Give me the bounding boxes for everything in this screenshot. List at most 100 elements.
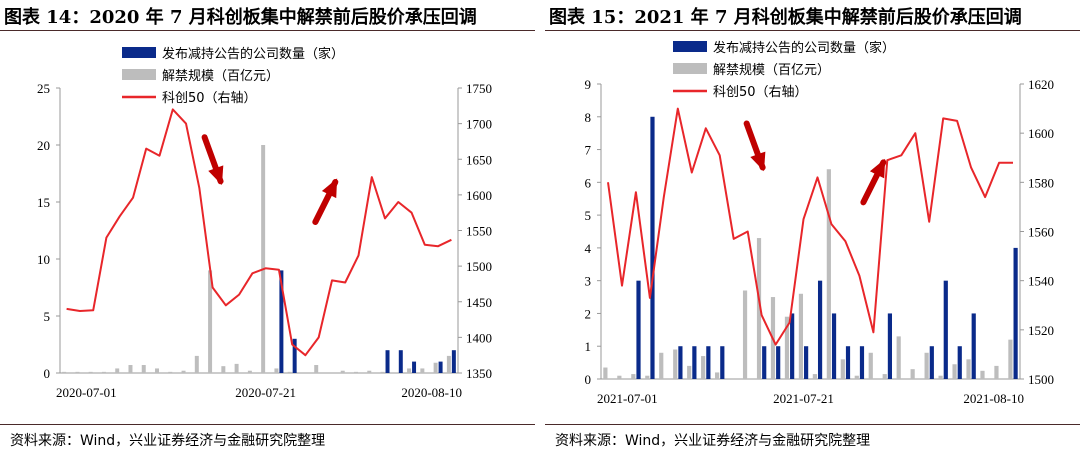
y-tick-label: 7 [585, 143, 592, 158]
chart-title: 图表 14：2020 年 7 月科创板集中解禁前后股价承压回调 [4, 7, 477, 28]
y-tick-label: 6 [585, 175, 592, 190]
arrow-head [750, 151, 766, 172]
announce-bar [887, 313, 893, 379]
unlock-bar [631, 374, 636, 379]
title-bar: 图表 14：2020 年 7 月科创板集中解禁前后股价承压回调 [0, 0, 535, 31]
legend-swatch [122, 69, 156, 80]
unlock-bar [854, 375, 859, 379]
y-tick-label: 2 [585, 306, 592, 321]
unlock-bar [128, 365, 133, 373]
unlock-bar [101, 371, 106, 373]
unlock-bar [784, 316, 790, 379]
unlock-bar [1008, 339, 1013, 379]
y-tick-label: 8 [585, 110, 592, 125]
unlock-bar [673, 349, 678, 379]
chart-plot: 0 5 10 15 20 25 1350 1400 1450 1500 1550 1600 1650 17… [37, 46, 492, 400]
footer-bar: 资料来源：Wind，兴业证券经济与金融研究院整理 [545, 424, 1080, 454]
y2-tick-label: 1580 [1028, 175, 1054, 190]
y2-tick-label: 1500 [466, 259, 492, 274]
announce-bar [279, 270, 284, 373]
up-arrow-icon [312, 178, 339, 225]
chart-panel-right: 图表 15：2021 年 7 月科创板集中解禁前后股价承压回调 0 1 2 3 4 5 6 7… [545, 0, 1080, 453]
unlock-bar [924, 352, 929, 379]
announce-bar [1013, 247, 1018, 379]
announce-bar [451, 350, 456, 373]
y2-tick-label: 1400 [466, 330, 492, 345]
y-tick-label: 0 [44, 366, 51, 381]
y2-tick-label: 1520 [1028, 323, 1054, 338]
announce-bar [929, 346, 934, 379]
y-tick-label: 0 [585, 372, 592, 387]
unlock-bar [181, 370, 186, 373]
announce-bar [817, 280, 823, 379]
announce-bar [706, 346, 711, 379]
unlock-bar [840, 359, 845, 379]
announce-bar [971, 313, 976, 379]
unlock-bar [274, 368, 279, 373]
title-bar: 图表 15：2021 年 7 月科创板集中解禁前后股价承压回调 [545, 0, 1080, 31]
unlock-bar [966, 359, 971, 379]
unlock-bar [208, 270, 213, 373]
announce-bar [292, 338, 297, 373]
y2-tick-label: 1350 [466, 366, 492, 381]
legend-label: 科创50（右轴） [162, 91, 257, 106]
unlock-bar [75, 371, 80, 373]
legend-label: 发布减持公告的公司数量（家） [162, 46, 344, 62]
unlock-bar [742, 290, 748, 379]
up-arrow-icon [860, 158, 887, 206]
unlock-bar [687, 365, 692, 379]
y-tick-label: 25 [37, 81, 50, 96]
y-tick-label: 9 [585, 77, 592, 92]
y-tick-label: 5 [585, 208, 592, 223]
unlock-bar [910, 369, 915, 379]
arrow-head [321, 178, 338, 199]
announce-bar [650, 116, 655, 380]
legend-swatch [673, 63, 707, 74]
unlock-bar [701, 356, 706, 379]
down-arrow-icon [743, 120, 766, 172]
announce-bar [845, 346, 851, 379]
announce-bar [412, 361, 417, 373]
announce-bar [636, 280, 641, 379]
chart-title: 图表 15：2021 年 7 月科创板集中解禁前后股价承压回调 [549, 7, 1022, 28]
legend-label: 解禁规模（百亿元） [162, 69, 279, 84]
unlock-bar [980, 370, 985, 379]
announce-bar [957, 346, 962, 379]
unlock-bar [155, 368, 159, 373]
unlock-bar [407, 368, 412, 373]
arrow-head [869, 158, 886, 179]
legend-swatch [673, 41, 707, 52]
y-tick-label: 1 [585, 339, 592, 354]
unlock-bar [868, 352, 873, 379]
unlock-bar [756, 238, 762, 379]
y2-tick-label: 1650 [466, 152, 492, 167]
announce-bar [790, 313, 795, 379]
index-line [66, 108, 452, 357]
index-line [607, 107, 1013, 346]
y-tick-label: 3 [585, 274, 592, 289]
unlock-bar [314, 365, 319, 373]
announce-bar [692, 346, 697, 379]
chart-panel-left: 图表 14：2020 年 7 月科创板集中解禁前后股价承压回调 0 5 10 15 20… [0, 0, 535, 453]
unlock-bar [62, 371, 67, 373]
unlock-bar [141, 365, 146, 373]
y-tick-label: 20 [37, 138, 50, 153]
announce-bar [776, 346, 781, 379]
y2-tick-label: 1550 [466, 224, 492, 239]
unlock-bar [287, 371, 292, 373]
unlock-bar [88, 371, 93, 373]
unlock-bar [798, 293, 804, 379]
legend-label: 科创50（右轴） [713, 85, 808, 100]
y2-tick-label: 1450 [466, 295, 492, 310]
unlock-bar [938, 375, 943, 379]
footer-bar: 资料来源：Wind，兴业证券经济与金融研究院整理 [0, 424, 535, 454]
y2-tick-label: 1620 [1028, 77, 1054, 92]
unlock-bar [367, 370, 372, 373]
announce-bar [385, 350, 390, 373]
legend-swatch [122, 47, 156, 58]
unlock-bar [115, 368, 120, 373]
y-tick-label: 10 [37, 252, 50, 267]
unlock-bar [380, 371, 385, 373]
unlock-bar [261, 145, 266, 373]
y-tick-label: 15 [37, 195, 50, 210]
